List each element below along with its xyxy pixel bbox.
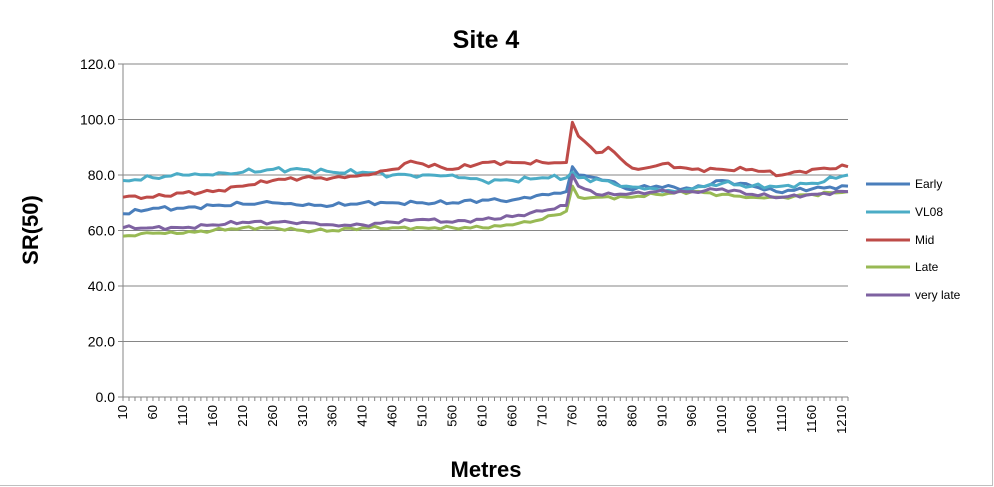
x-tick-label: 860 xyxy=(624,405,639,427)
legend-label-very-late: very late xyxy=(915,288,961,302)
y-axis-ticks: 0.0 20.0 40.0 60.0 80.0 100.0 120.0 xyxy=(80,56,115,405)
legend: Early VL08 Mid Late very late xyxy=(866,177,961,302)
x-tick-label: 360 xyxy=(325,405,340,427)
y-tick-label: 0.0 xyxy=(96,389,116,405)
x-tick-label: 410 xyxy=(355,405,370,427)
x-tick-label: 660 xyxy=(504,405,519,427)
x-tick-label: 760 xyxy=(564,405,579,427)
x-tick-label: 260 xyxy=(265,405,280,427)
x-tick-label: 60 xyxy=(145,405,160,419)
x-tick-label: 10 xyxy=(115,405,130,419)
x-axis-ticks: 10 60 110 160 210 260 310 360 410 460 510 560 610 660… xyxy=(115,397,849,434)
x-tick-label: 160 xyxy=(205,405,220,427)
y-tick-label: 40.0 xyxy=(88,278,115,294)
x-tick-label: 510 xyxy=(415,405,430,427)
x-tick-label: 110 xyxy=(175,405,190,426)
legend-label-late: Late xyxy=(915,260,939,274)
x-axis-title: Metres xyxy=(451,457,522,482)
x-tick-label: 910 xyxy=(654,405,669,427)
y-tick-label: 20.0 xyxy=(88,334,115,350)
x-tick-label: 1210 xyxy=(834,405,849,434)
series-line-mid xyxy=(122,120,849,200)
legend-label-mid: Mid xyxy=(915,233,934,247)
x-tick-label: 1010 xyxy=(714,405,729,434)
x-tick-label: 1160 xyxy=(804,405,819,433)
x-tick-label: 1110 xyxy=(774,405,789,432)
x-tick-label: 560 xyxy=(445,405,460,427)
series-line-very-late xyxy=(122,173,849,231)
x-tick-label: 810 xyxy=(594,405,609,427)
x-tick-label: 610 xyxy=(475,405,490,427)
y-tick-label: 60.0 xyxy=(88,223,115,239)
x-tick-label: 210 xyxy=(235,405,250,427)
x-tick-label: 1060 xyxy=(744,405,759,434)
y-tick-label: 120.0 xyxy=(80,56,115,72)
series-lines xyxy=(122,120,849,238)
x-tick-label: 710 xyxy=(534,405,549,427)
y-tick-label: 80.0 xyxy=(88,167,115,183)
series-line-late xyxy=(122,184,849,238)
y-tick-label: 100.0 xyxy=(80,112,115,128)
y-axis-title: SR(50) xyxy=(18,195,43,265)
legend-label-early: Early xyxy=(915,177,942,191)
x-tick-label: 460 xyxy=(385,405,400,427)
chart-title: Site 4 xyxy=(453,26,520,54)
x-tick-label: 960 xyxy=(684,405,699,427)
legend-label-vl08: VL08 xyxy=(915,205,943,219)
series-line-vl08 xyxy=(122,166,849,194)
x-tick-label: 310 xyxy=(295,405,310,427)
